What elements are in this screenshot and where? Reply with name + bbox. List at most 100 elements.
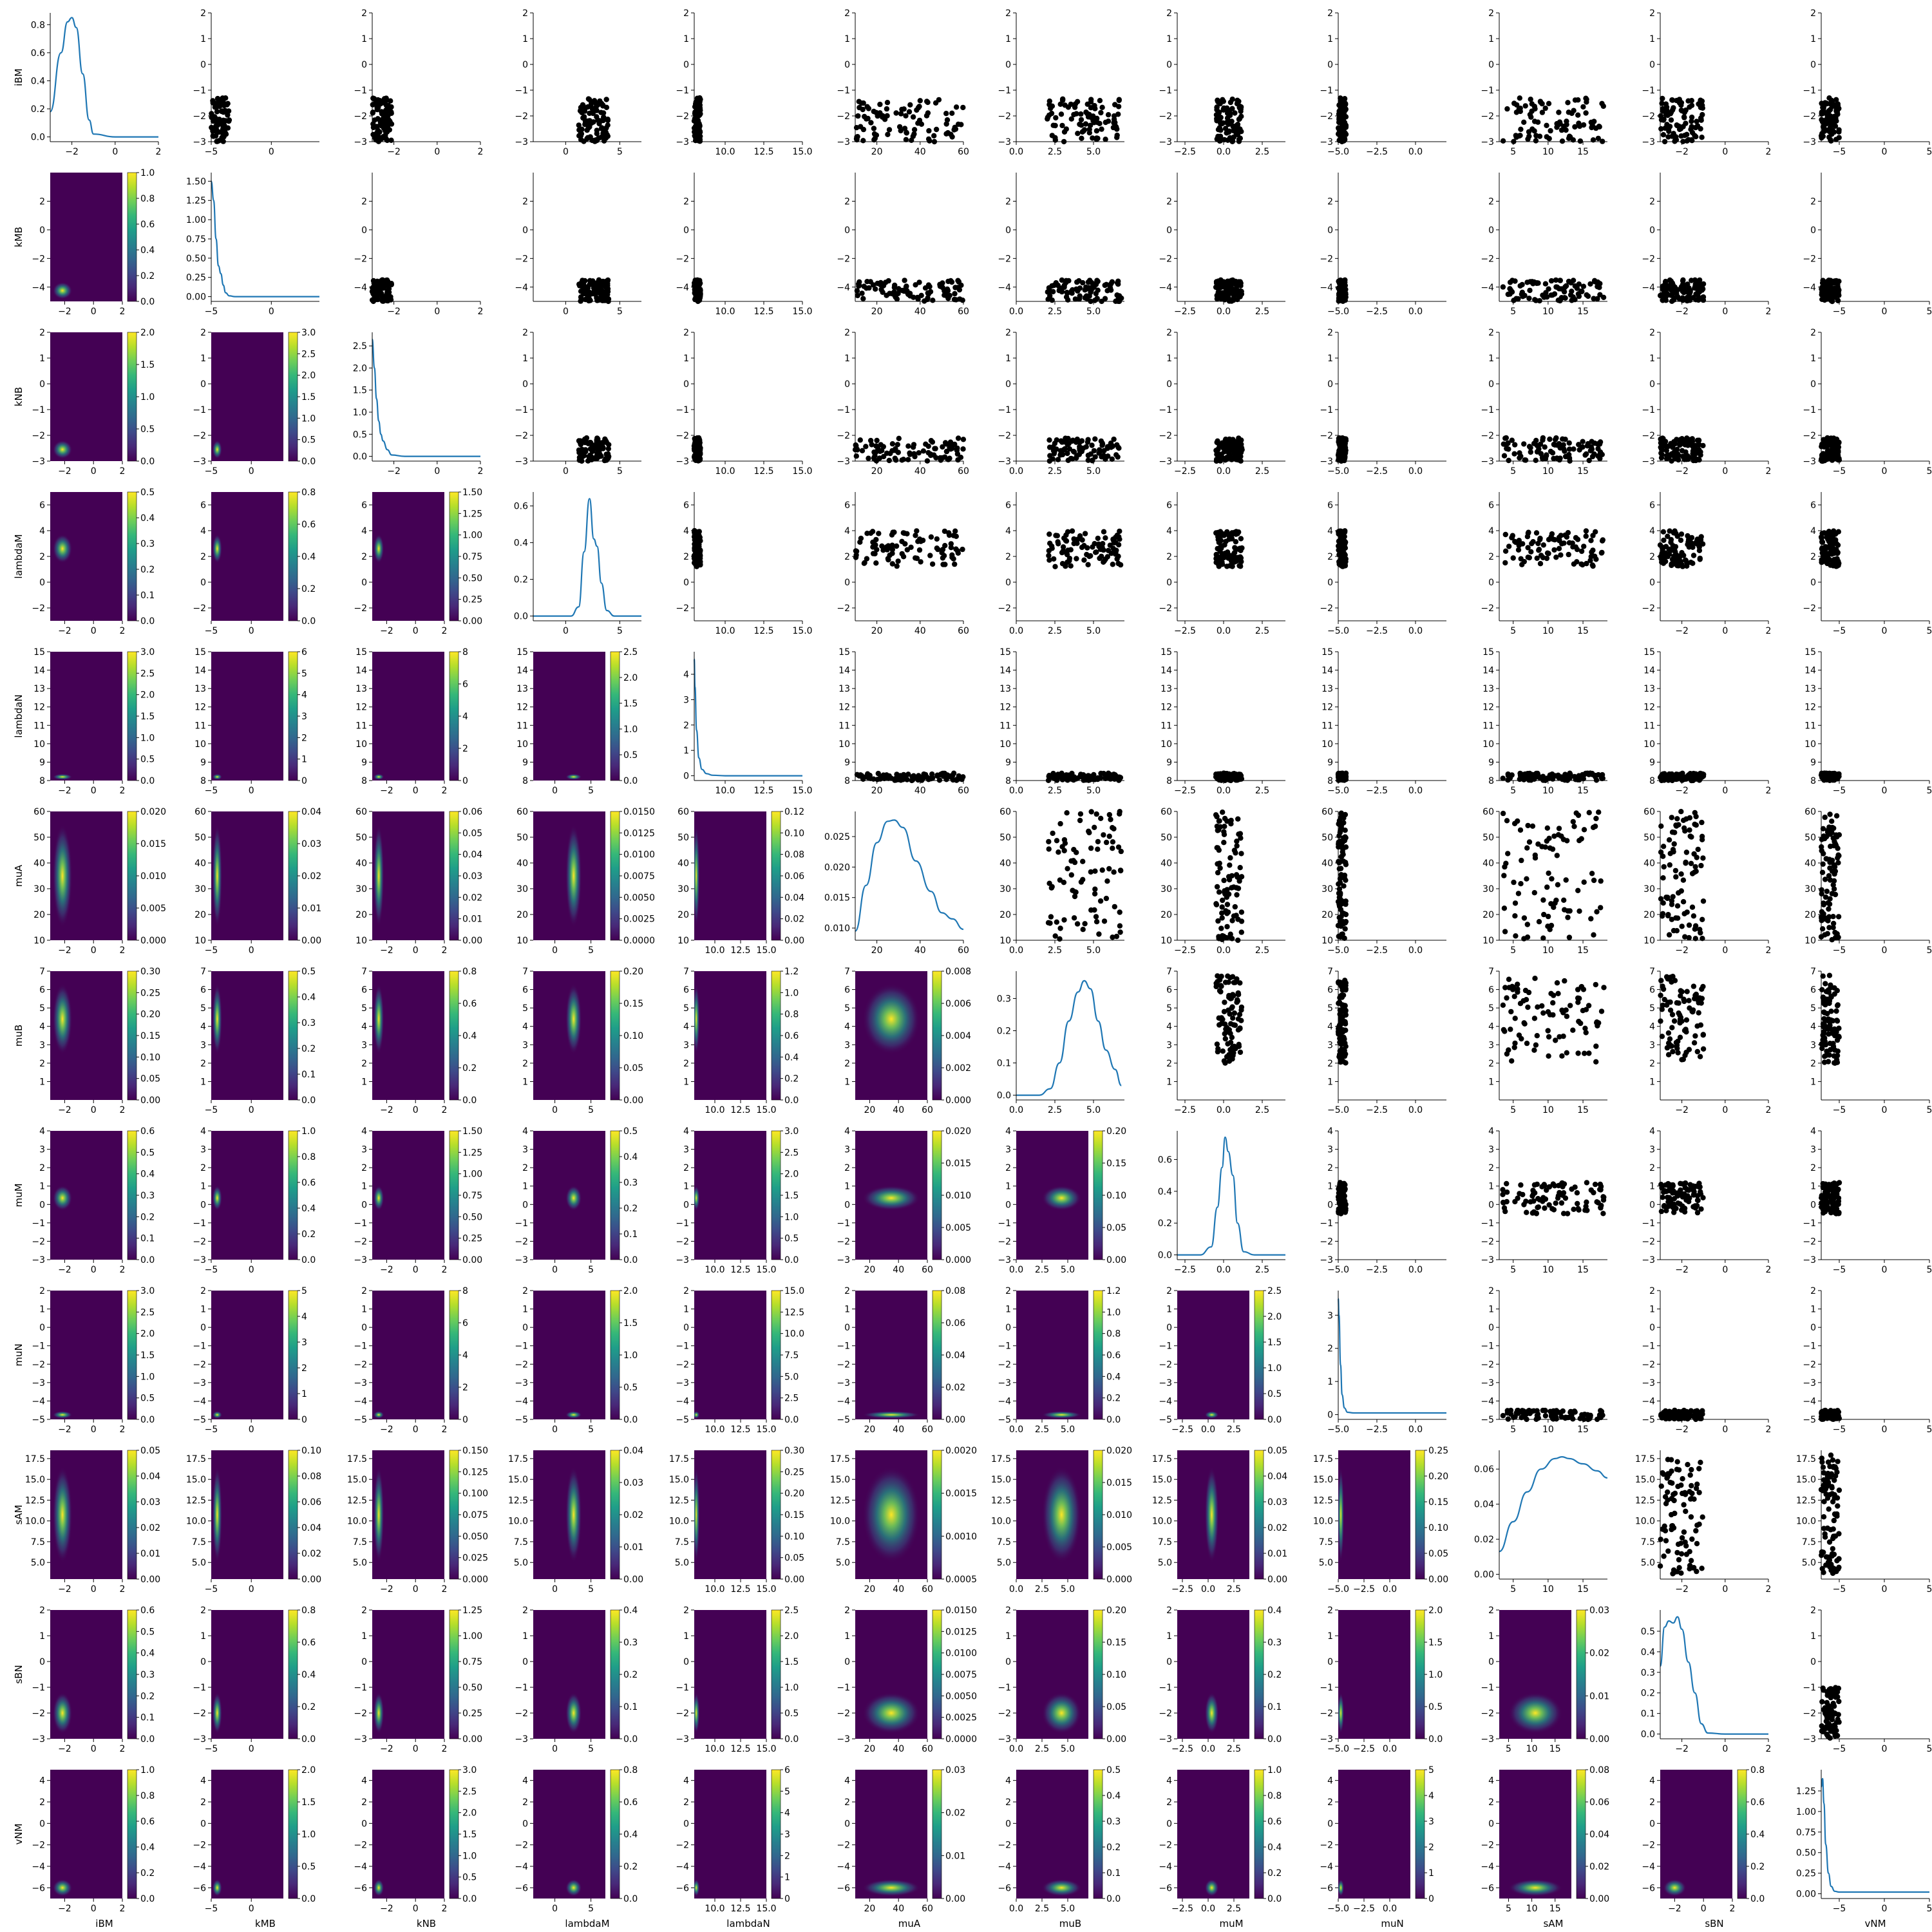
tick-label: 1: [522, 34, 528, 44]
tick-label: 0: [269, 147, 274, 157]
scatter-point: [1580, 444, 1586, 450]
scatter-point: [1111, 113, 1117, 119]
panel-lambdaN-vs-lambdaM: 0 5 8 9 10 11 12 13 14 15 0.0 0.5 1.0 1.5 2.0 2.5: [516, 647, 638, 796]
tick-label: 2.5: [1048, 307, 1062, 317]
tick-label: 13: [999, 684, 1011, 694]
scatter-point: [1690, 553, 1697, 558]
colorbar-tick-label: 1: [301, 755, 307, 765]
tick-label: 1: [1005, 34, 1011, 44]
kde-heatmap: [50, 652, 122, 781]
scatter-point: [595, 117, 601, 123]
scatter-point: [1555, 298, 1561, 303]
tick-label: −2: [1481, 111, 1494, 122]
scatter-point: [1343, 290, 1349, 296]
tick-label: −3: [1803, 137, 1816, 147]
panel-kNB-vs-muN: −5.0 −2.5 0.0 −3 −2 −1 0 1 2: [1320, 328, 1446, 477]
tick-label: −3: [1642, 137, 1655, 147]
tick-label: 2: [1649, 328, 1655, 338]
scatter-point: [895, 450, 902, 455]
scatter-point: [1565, 100, 1571, 106]
tick-label: 2.5: [353, 341, 367, 352]
scatter-point: [1540, 435, 1546, 441]
tick-label: −1: [1481, 405, 1494, 415]
scatter-point: [946, 530, 952, 536]
tick-label: 15: [1577, 626, 1589, 636]
tick-label: −1: [1481, 86, 1494, 96]
tick-label: −4: [354, 283, 367, 293]
scatter-point: [1674, 294, 1680, 300]
tick-label: 1: [522, 354, 528, 364]
tick-label: 0: [1166, 578, 1172, 588]
density-blob: [212, 534, 222, 564]
colorbar-tick-label: 0.3: [140, 539, 155, 549]
tick-label: 2: [1810, 552, 1816, 562]
scatter-point: [914, 528, 920, 534]
tick-label: 0: [1488, 225, 1494, 236]
scatter-point: [904, 288, 910, 294]
tick-label: 12.5: [753, 147, 773, 157]
scatter-point: [1502, 548, 1509, 554]
panel-lambdaM-vs-muB: 0.0 2.5 5.0 −2 0 2 4 6: [998, 492, 1124, 636]
tick-label: 1: [844, 354, 850, 364]
tick-label: −3: [1320, 137, 1333, 147]
scatter-point: [1064, 289, 1070, 296]
panel-kMB-vs-iBM: −2 0 2 −4 −2 0 2 0.0 0.2 0.4 0.6 0.8 1.0: [32, 168, 155, 317]
tick-label: 15: [33, 647, 45, 658]
scatter-point: [1111, 436, 1117, 442]
scatter-point: [896, 286, 902, 292]
scatter-point: [1569, 298, 1575, 303]
tick-label: 0.2: [31, 104, 45, 115]
scatter-point: [1824, 285, 1831, 290]
scatter-point: [1058, 111, 1065, 117]
scatter-point: [1590, 563, 1596, 569]
tick-label: −2: [193, 111, 206, 122]
scatter-point: [1687, 544, 1692, 549]
scatter-point: [898, 777, 904, 783]
scatter-point: [592, 287, 599, 293]
tick-label: −1: [1320, 86, 1333, 96]
panel-kNB-vs-muM: −2.5 0.0 2.5 −3 −2 −1 0 1 2: [1159, 328, 1285, 477]
tick-label: 6: [1327, 500, 1333, 511]
panel-kMB-vs-kNB: −2 0 2 −4 −2 0 2: [354, 173, 483, 317]
tick-label: −1: [676, 86, 689, 96]
tick-label: 0: [269, 307, 274, 317]
scatter-point: [1595, 135, 1601, 142]
tick-label: −4: [1481, 283, 1494, 293]
scatter-point: [1522, 103, 1528, 109]
scatter-point: [1049, 297, 1055, 303]
scatter-point: [388, 110, 394, 117]
tick-label: −4: [515, 283, 528, 293]
scatter-point: [876, 531, 882, 536]
scatter-point: [934, 772, 940, 778]
tick-label: 1: [1649, 354, 1655, 364]
tick-label: 6: [844, 500, 850, 511]
scatter-point: [1534, 555, 1540, 561]
scatter-point: [1232, 545, 1238, 551]
tick-label: 20: [871, 786, 883, 796]
scatter-point: [1048, 543, 1055, 549]
scatter-point: [600, 102, 606, 108]
scatter-point: [1050, 122, 1056, 128]
tick-label: −2.5: [1174, 307, 1196, 317]
scatter-point: [1660, 95, 1665, 102]
scatter-point: [1222, 126, 1229, 131]
scatter-point: [885, 131, 891, 137]
colorbar-tick-label: 0.5: [140, 424, 155, 435]
tick-label: 4: [39, 526, 45, 536]
scatter-point: [1114, 135, 1120, 140]
tick-label: 0.4: [31, 76, 45, 86]
scatter-point: [1341, 105, 1347, 111]
tick-label: −2: [1320, 603, 1333, 614]
tick-label: 0.0: [1408, 307, 1423, 317]
panel-kMB-vs-lambdaN: 10.0 12.5 15.0 −4 −2 0 2: [676, 173, 813, 317]
tick-label: −2: [998, 111, 1011, 122]
tick-label: −3: [1803, 457, 1816, 467]
tick-label: −2: [354, 254, 367, 264]
tick-label: 2.0: [353, 363, 367, 374]
tick-label: −2: [1320, 431, 1333, 441]
scatter-point: [1095, 535, 1101, 542]
scatter-point: [1567, 292, 1574, 298]
scatter-point: [1557, 538, 1562, 544]
tick-label: 10: [355, 739, 367, 750]
tick-label: −3: [1642, 457, 1655, 467]
